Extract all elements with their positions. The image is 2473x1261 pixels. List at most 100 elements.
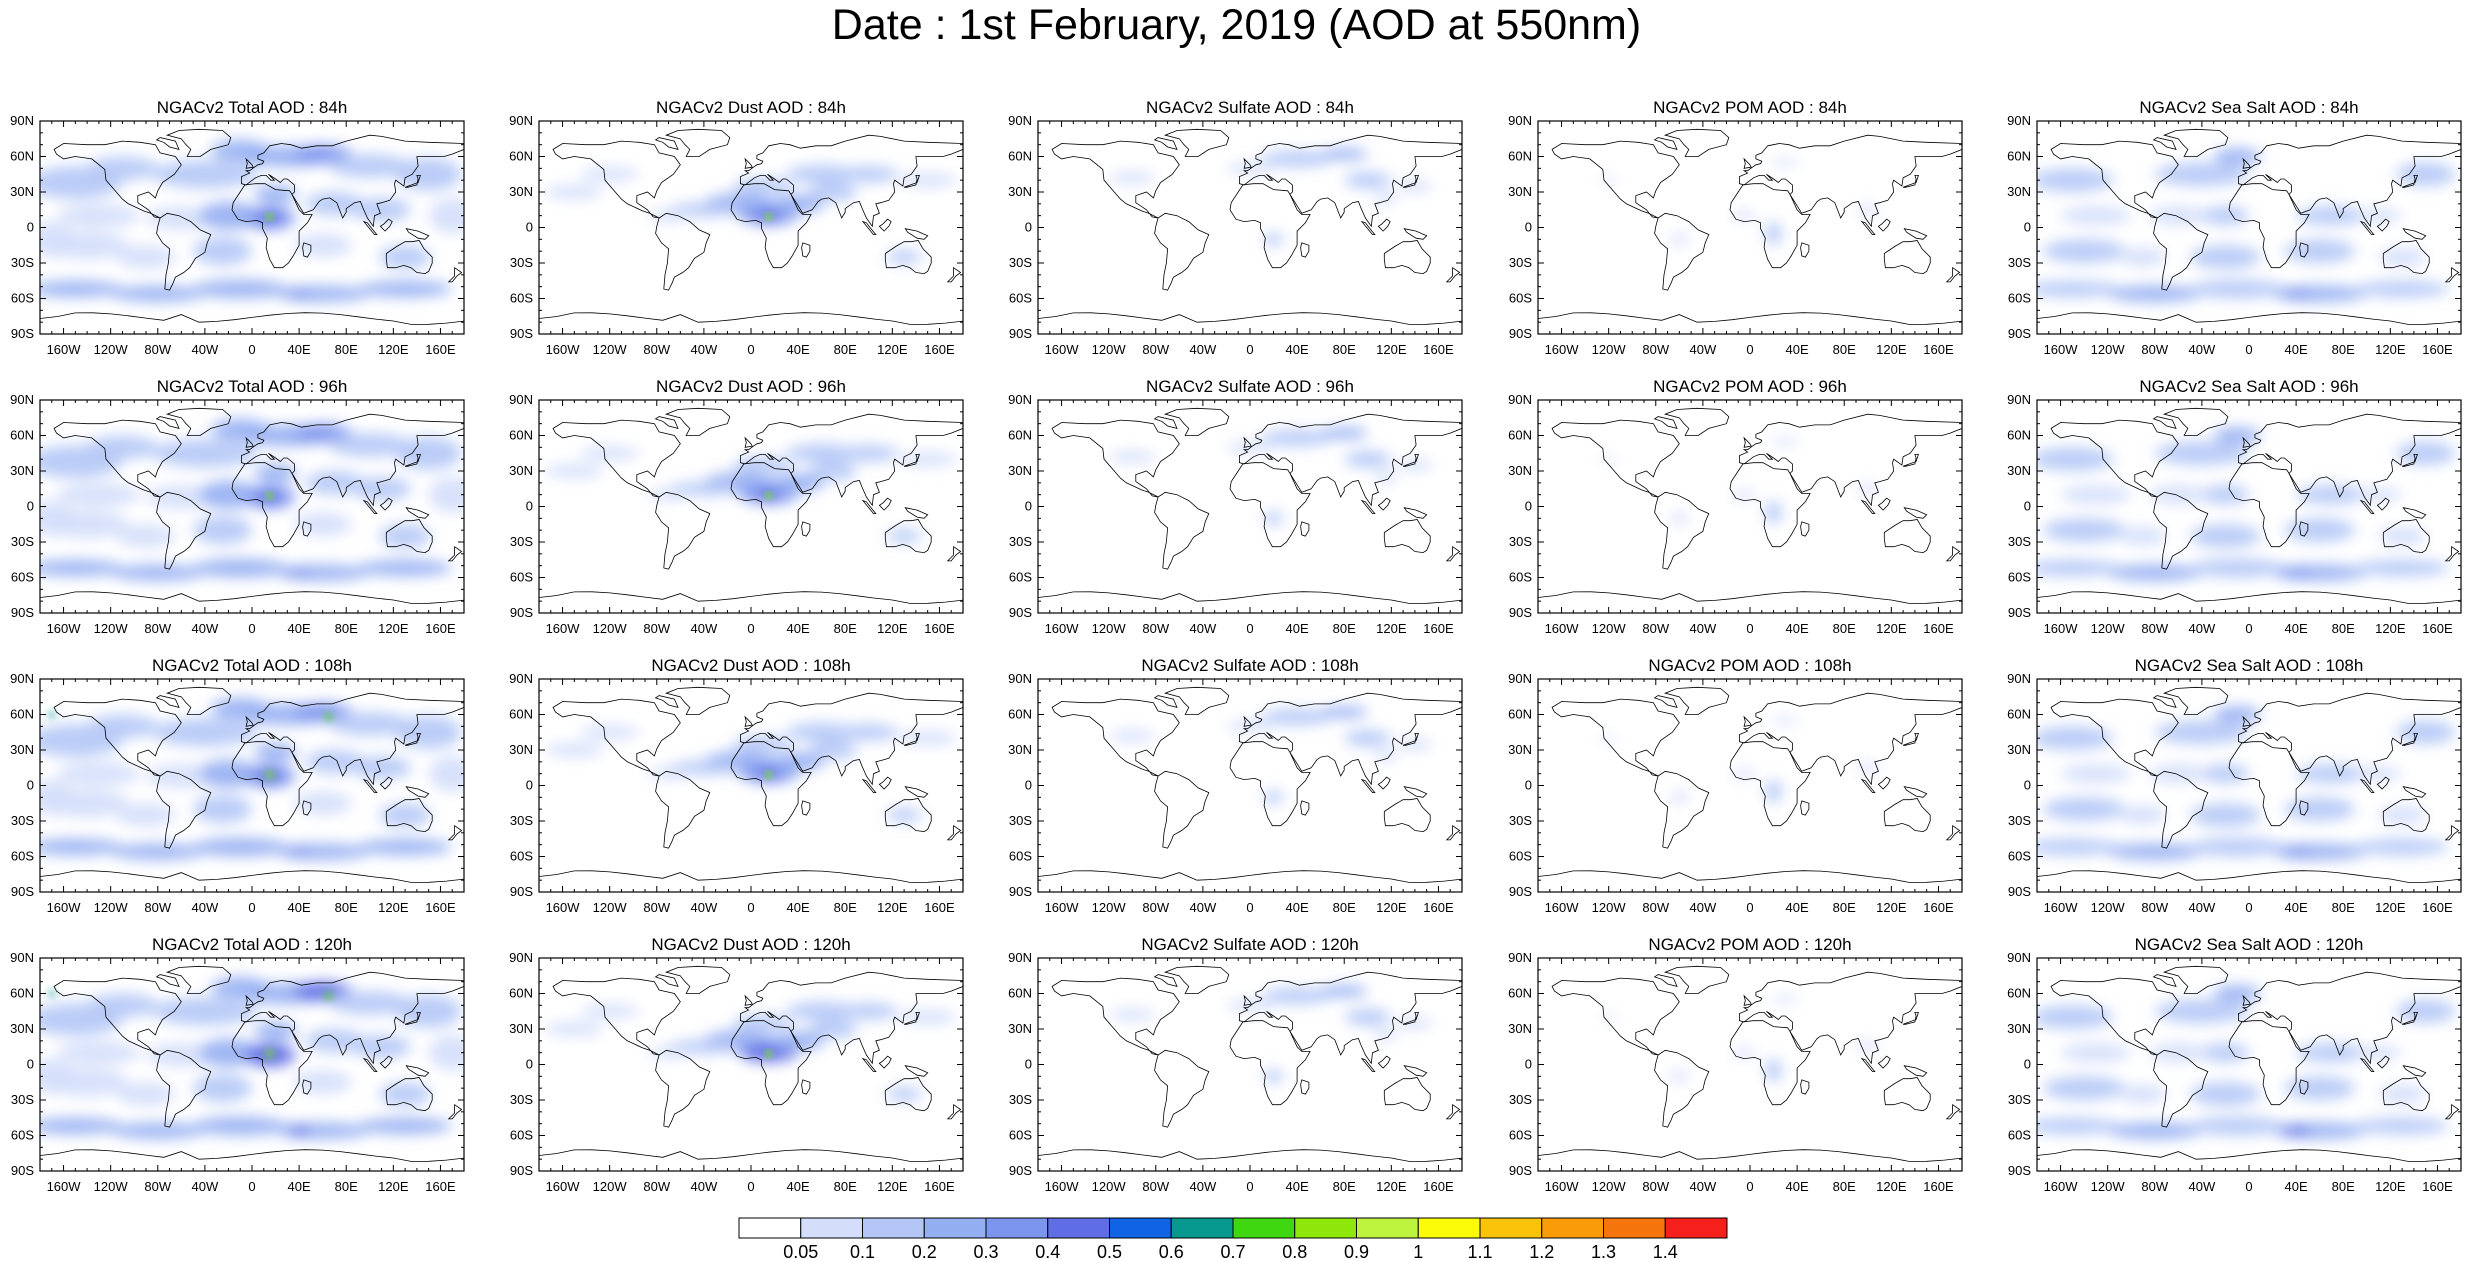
- lat-tick-label: 90N: [2007, 950, 2031, 965]
- lon-tick-label: 160E: [1923, 621, 1954, 636]
- coastlines: [539, 128, 963, 325]
- lat-tick-label: 90S: [2008, 1163, 2031, 1178]
- colorbar: 0.05 0.1 0.2 0.3 0.4 0.5 0.6 0.7 0.8 0.9 1 1.1 1.2 1.…: [738, 1217, 1728, 1261]
- lon-tick-label: 120W: [1592, 900, 1627, 915]
- lat-tick-label: 60N: [1008, 149, 1032, 164]
- lon-tick-label: 0: [1746, 342, 1753, 357]
- panel-title: NGACv2 POM AOD : 108h: [1648, 656, 1851, 675]
- lon-tick-label: 80W: [1642, 342, 1669, 357]
- lat-tick-label: 0: [526, 499, 533, 514]
- lon-tick-label: 160E: [1423, 342, 1454, 357]
- coastlines: [1038, 407, 1462, 604]
- coastlines: [539, 965, 963, 1162]
- lat-tick-label: 60S: [510, 291, 533, 306]
- colorbar-swatch: [923, 1217, 987, 1239]
- lon-tick-label: 160E: [2422, 621, 2453, 636]
- lon-tick-label: 80E: [1333, 342, 1356, 357]
- panel-title: NGACv2 POM AOD : 96h: [1653, 377, 1847, 396]
- lat-tick-label: 0: [1025, 778, 1032, 793]
- colorbar-label: 0.6: [1159, 1242, 1184, 1261]
- lat-tick-label: 90S: [1509, 884, 1532, 899]
- lon-tick-label: 80E: [1333, 621, 1356, 636]
- lon-tick-label: 40E: [1286, 900, 1309, 915]
- lat-tick-label: 30N: [1008, 742, 1032, 757]
- lon-tick-label: 80W: [144, 1179, 171, 1194]
- lon-tick-label: 120E: [378, 1179, 409, 1194]
- lon-tick-label: 120W: [1592, 621, 1627, 636]
- lon-tick-label: 80W: [1142, 342, 1169, 357]
- lon-tick-label: 80W: [2141, 621, 2168, 636]
- coastlines: [1538, 965, 1962, 1162]
- lat-tick-label: 0: [1525, 778, 1532, 793]
- map-panel: NGACv2 Dust AOD : 84h 90N 60N 30N 0 30S 60S 90S…: [509, 98, 964, 357]
- lon-tick-label: 120E: [378, 621, 409, 636]
- lon-tick-label: 120W: [94, 621, 129, 636]
- panel-title: NGACv2 Sulfate AOD : 108h: [1141, 656, 1358, 675]
- lon-tick-label: 80W: [1142, 621, 1169, 636]
- lon-tick-label: 120W: [1092, 1179, 1127, 1194]
- lat-tick-label: 60N: [1508, 707, 1532, 722]
- lat-tick-label: 0: [2024, 778, 2031, 793]
- lon-tick-label: 80W: [643, 1179, 670, 1194]
- lon-tick-label: 80W: [1142, 900, 1169, 915]
- lon-tick-label: 160E: [1423, 621, 1454, 636]
- aod-field: [40, 697, 464, 861]
- lat-tick-label: 30S: [1509, 534, 1532, 549]
- lon-tick-label: 0: [747, 1179, 754, 1194]
- colorbar-swatch: [1356, 1217, 1419, 1239]
- lat-tick-label: 30N: [1508, 184, 1532, 199]
- lat-tick-label: 30S: [2008, 813, 2031, 828]
- lat-tick-label: 90N: [10, 671, 34, 686]
- lon-tick-label: 80W: [2141, 900, 2168, 915]
- colorbar-swatch: [1047, 1217, 1110, 1239]
- lat-tick-label: 90N: [2007, 671, 2031, 686]
- lon-tick-label: 160W: [1545, 1179, 1580, 1194]
- lat-tick-label: 90N: [509, 113, 533, 128]
- lat-tick-label: 30S: [11, 255, 34, 270]
- panel-title: NGACv2 POM AOD : 120h: [1648, 935, 1851, 954]
- lat-tick-label: 30N: [1508, 463, 1532, 478]
- lat-tick-label: 90N: [10, 392, 34, 407]
- lon-tick-label: 120E: [2375, 621, 2406, 636]
- lon-tick-label: 0: [1246, 1179, 1253, 1194]
- lon-tick-label: 120E: [1376, 621, 1407, 636]
- lat-tick-label: 90S: [2008, 605, 2031, 620]
- lon-tick-label: 40E: [787, 900, 810, 915]
- lat-tick-label: 30N: [509, 1021, 533, 1036]
- lon-tick-label: 120W: [94, 900, 129, 915]
- lat-tick-label: 0: [1525, 499, 1532, 514]
- lon-tick-label: 40E: [787, 1179, 810, 1194]
- lat-tick-label: 30S: [1009, 1092, 1032, 1107]
- lon-tick-label: 160W: [1045, 621, 1080, 636]
- map-panel: NGACv2 Total AOD : 96h 90N 60N 30N 0 30S 60S 90…: [10, 377, 465, 636]
- lat-tick-label: 30S: [2008, 255, 2031, 270]
- lon-tick-label: 160E: [2422, 342, 2453, 357]
- lat-tick-label: 90N: [1508, 671, 1532, 686]
- lat-tick-label: 30N: [10, 742, 34, 757]
- lon-tick-label: 40W: [691, 621, 718, 636]
- lon-tick-label: 0: [747, 900, 754, 915]
- map-panel: NGACv2 Sea Salt AOD : 96h 90N 60N 30N 0 30S 60…: [2007, 377, 2462, 636]
- coastlines: [40, 128, 464, 325]
- lon-tick-label: 160W: [47, 900, 82, 915]
- lat-tick-label: 60S: [11, 570, 34, 585]
- aod-field: [1601, 716, 1880, 804]
- lat-tick-label: 60S: [2008, 849, 2031, 864]
- lat-tick-label: 90S: [11, 605, 34, 620]
- lon-tick-label: 0: [747, 621, 754, 636]
- map-panel: NGACv2 POM AOD : 96h 90N 60N 30N 0 30S 60S 90S 1…: [1508, 377, 1963, 636]
- lon-tick-label: 120W: [593, 1179, 628, 1194]
- lon-tick-label: 120W: [2091, 621, 2126, 636]
- lat-tick-label: 90N: [509, 950, 533, 965]
- lat-tick-label: 30N: [1008, 463, 1032, 478]
- map-panel: NGACv2 Total AOD : 120h 90N 60N 30N 0 30S 60S 9…: [10, 935, 465, 1194]
- lon-tick-label: 120W: [2091, 342, 2126, 357]
- lon-tick-label: 80E: [335, 342, 358, 357]
- lon-tick-label: 40E: [1286, 621, 1309, 636]
- aod-field: [544, 443, 958, 544]
- map-panel: NGACv2 Sea Salt AOD : 120h 90N 60N 30N 0 30S 6…: [2007, 935, 2462, 1194]
- lon-tick-label: 40W: [1190, 342, 1217, 357]
- colorbar-swatch: [738, 1217, 802, 1239]
- lon-tick-label: 80W: [2141, 1179, 2168, 1194]
